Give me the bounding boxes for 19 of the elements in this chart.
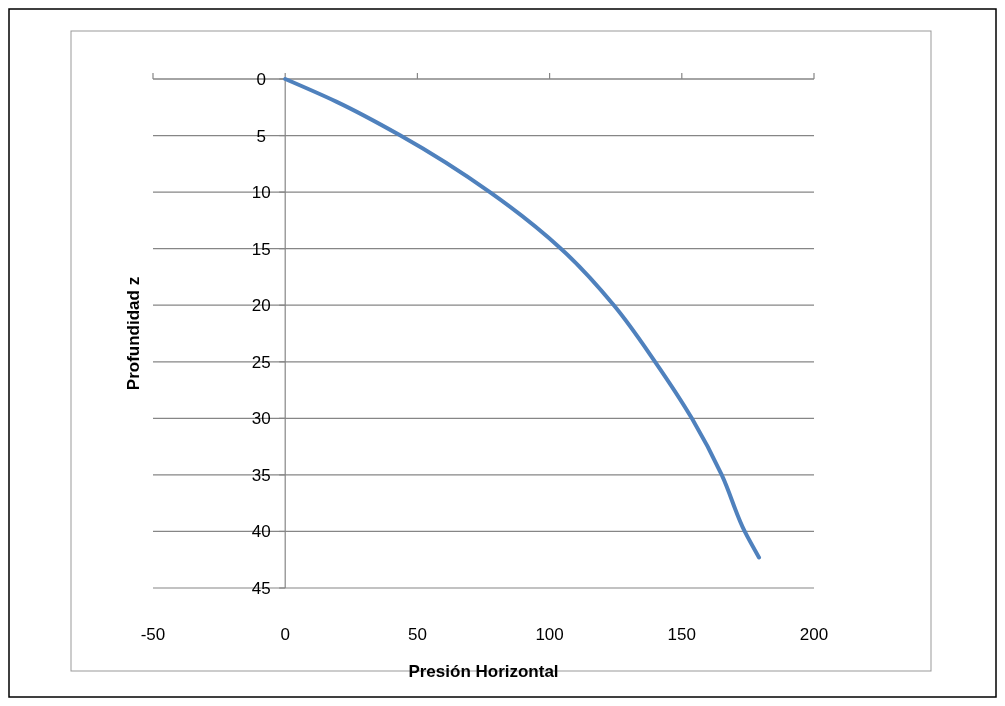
y-axis-title: Profundidad z: [124, 276, 143, 391]
x-tick-label: 0: [280, 625, 290, 644]
y-tick-label: 25: [251, 352, 271, 372]
y-tick-label: 40: [251, 522, 271, 542]
x-tick-label: 100: [535, 625, 564, 644]
y-tick-label: 5: [256, 126, 266, 146]
y-tick-label: 30: [251, 409, 271, 429]
x-tick-label: 50: [407, 625, 427, 644]
y-tick-label: 10: [251, 183, 271, 203]
y-tick-label: 35: [251, 465, 271, 485]
line-series: [283, 77, 762, 560]
x-tick-label: 150: [667, 625, 696, 644]
y-tick-label: 15: [251, 239, 271, 259]
y-tick-label: 0: [256, 69, 266, 89]
x-axis-title: Presión Horizontal: [408, 662, 559, 681]
y-tick-label: 45: [251, 578, 271, 598]
x-tick-label: -50: [140, 625, 166, 644]
y-tick-label: 20: [251, 296, 271, 316]
x-tick-label: 200: [799, 625, 829, 644]
